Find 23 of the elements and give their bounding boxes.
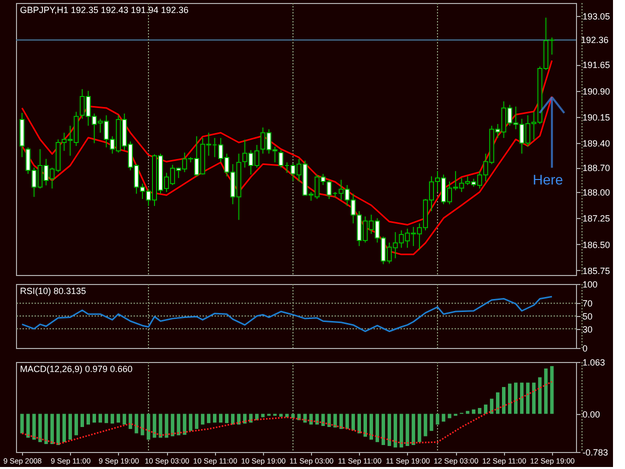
y-tick-label: 70 — [582, 298, 593, 309]
y-tick-label: 1.063 — [582, 358, 606, 368]
chart-title: GBPJPY,H1 192.35 192.43 191.94 192.36 — [20, 5, 188, 15]
y-tick-label: 0 — [582, 344, 588, 354]
y-tick-label: 185.75 — [582, 266, 610, 276]
y-tick-label: 187.25 — [582, 214, 610, 224]
y-tick-label: 189.40 — [582, 138, 610, 149]
y-tick-label: 186.50 — [582, 240, 610, 250]
y-tick-label: 50 — [582, 312, 593, 322]
y-tick-label: 100 — [582, 280, 598, 290]
chart-title: RSI(10) 80.3135 — [20, 286, 86, 296]
y-tick-label: 0.00 — [582, 409, 600, 420]
y-tick-label: 30 — [582, 324, 593, 334]
y-tick-label: 190.90 — [582, 86, 610, 96]
y-tick-label: 193.05 — [582, 11, 610, 22]
y-tick-label: -0.783 — [582, 448, 608, 458]
chart-title: MACD(12,26,9) 0.979 0.660 — [20, 364, 133, 374]
annotation: Here — [532, 171, 564, 188]
y-tick-label: 188.70 — [582, 163, 610, 174]
ref-line-label: 192.36 — [581, 34, 609, 45]
y-tick-label: 190.15 — [582, 112, 610, 123]
y-tick-label: 191.65 — [582, 60, 610, 70]
y-tick-label: 188.00 — [582, 188, 610, 198]
